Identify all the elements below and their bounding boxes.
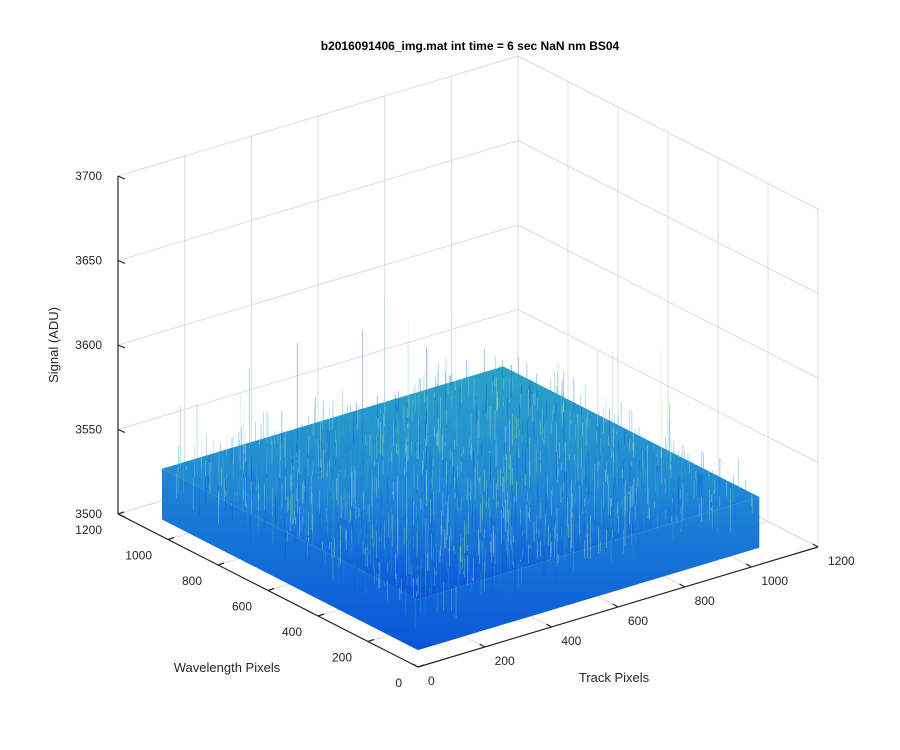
tick-labels: 0 200 400 600 800 1000 1200 0 200 400 600 800 1000 12… [75, 169, 855, 690]
wall-gridline [117, 309, 519, 430]
x-tick [812, 543, 819, 548]
chart-title: b2016091406_img.mat int time = 6 sec NaN… [321, 39, 620, 53]
axes [117, 175, 819, 668]
z-tick-label: 3650 [75, 254, 102, 268]
x-tick-label: 1200 [828, 554, 855, 568]
y-tick-label: 400 [282, 625, 302, 639]
z-tick-label: 3550 [75, 423, 102, 437]
z-tick-label: 3700 [75, 169, 102, 183]
y-tick [217, 562, 225, 566]
y-axis-label: Wavelength Pixels [174, 660, 281, 675]
wall-gridline [117, 55, 519, 177]
z-tick [117, 344, 126, 349]
x-tick [746, 563, 752, 568]
y-tick-label: 1200 [75, 523, 102, 537]
y-tick-label: 0 [395, 676, 402, 690]
z-tick-label: 3500 [75, 507, 102, 521]
x-tick [412, 663, 419, 668]
x-tick-label: 400 [561, 634, 581, 648]
y-tick [367, 638, 375, 643]
y-tick-label: 200 [332, 651, 352, 665]
y-tick-label: 1000 [125, 549, 152, 563]
z-tick [117, 513, 126, 518]
x-tick [612, 603, 619, 608]
x-tick-label: 0 [428, 674, 435, 688]
x-tick-label: 200 [495, 654, 515, 668]
surface-plot [162, 297, 760, 651]
x-axis-label: Track Pixels [579, 670, 650, 685]
wall-gridline [517, 140, 819, 294]
x-tick-label: 600 [628, 614, 648, 628]
wall-gridline [117, 224, 519, 346]
z-tick [117, 259, 126, 265]
surface-noise [176, 297, 753, 628]
z-tick [117, 428, 126, 434]
wall-gridline [117, 140, 519, 261]
y-tick [267, 587, 275, 592]
x-tick [679, 583, 685, 588]
y-tick-label: 800 [182, 574, 202, 588]
z-tick [117, 175, 126, 180]
z-tick-label: 3600 [75, 338, 102, 352]
surface-left-edge [162, 468, 418, 651]
surface-front-edge [418, 497, 760, 651]
y-tick [417, 664, 425, 668]
z-axis-label: Signal (ADU) [46, 307, 61, 383]
y-tick [167, 536, 175, 541]
surface-top [162, 366, 760, 600]
wall-gridline [517, 224, 819, 379]
wall-gridline [517, 55, 819, 210]
y-tick [317, 613, 325, 617]
y-tick-label: 600 [232, 600, 252, 614]
y-tick [117, 511, 125, 515]
x-tick [546, 623, 552, 628]
x-tick-label: 1000 [761, 574, 788, 588]
x-tick-label: 800 [695, 594, 715, 608]
x-tick [479, 643, 485, 648]
wall-gridline [517, 309, 819, 463]
